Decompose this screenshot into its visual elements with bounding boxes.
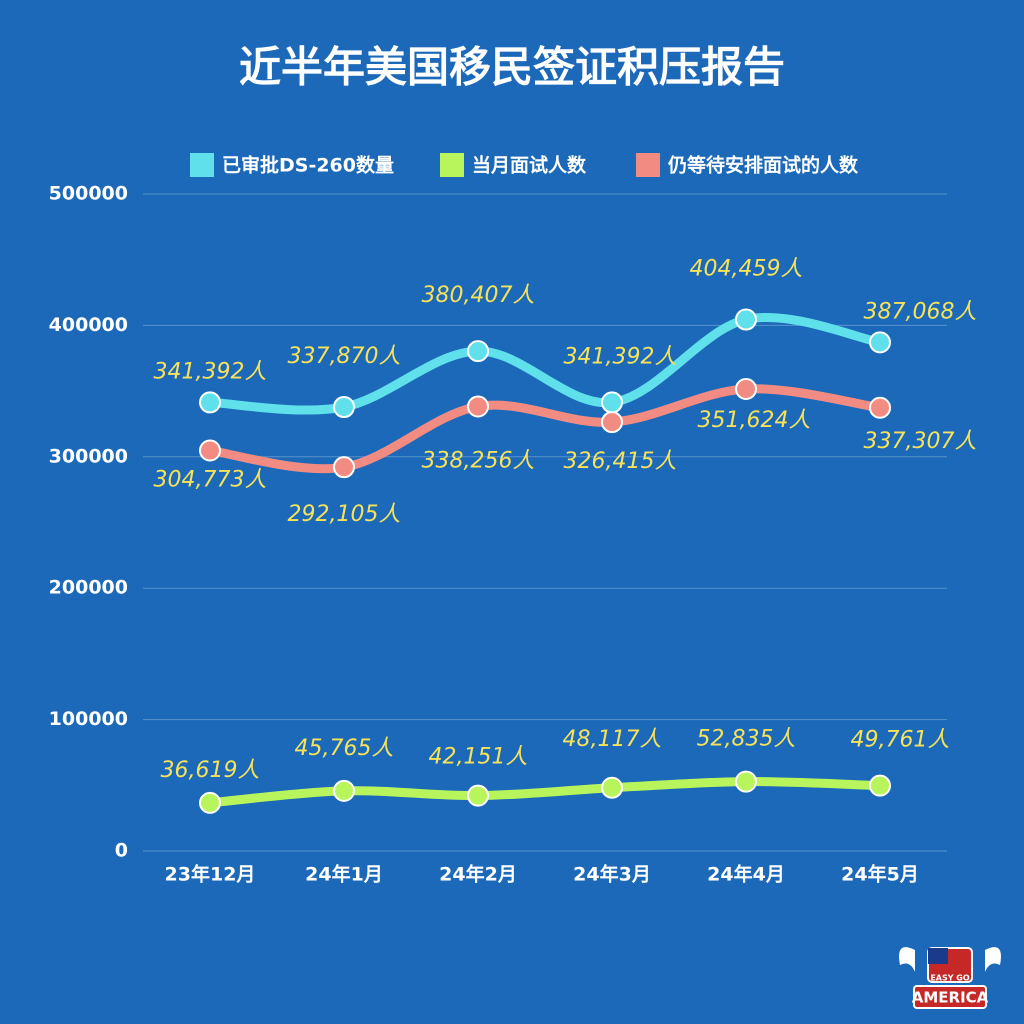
x-tick-label: 24年2月 [439,863,517,886]
series-line [205,777,885,808]
logo-banner [913,985,987,1009]
data-label: 351,624人 [698,408,811,433]
legend-swatch [440,153,464,177]
legend-label: 当月面试人数 [472,154,587,177]
data-label: 338,256人 [422,449,535,474]
y-tick-label: 200000 [49,577,128,599]
legend-label: 已审批DS-260数量 [222,154,394,177]
data-point [467,340,489,363]
data-label: 387,068人 [864,299,977,324]
series-line [205,384,885,474]
x-tick-label: 23年12月 [165,863,256,886]
y-tick-label: 300000 [49,445,128,467]
chart-title: 近半年美国移民签证积压报告 [239,43,785,92]
data-point [467,784,489,807]
data-point [199,791,221,814]
data-point [735,308,757,331]
x-tick-label: 24年3月 [573,863,651,886]
logo: EASY GO AMERICA [899,947,1001,1009]
legend-swatch [190,153,214,177]
data-point [869,331,891,354]
data-label: 326,415人 [564,449,677,474]
logo-wings [899,947,1001,972]
y-tick-label: 400000 [49,314,128,336]
data-point [735,770,757,793]
logo-flag-canton [928,948,948,964]
data-label: 45,765人 [295,736,394,761]
data-label: 304,773人 [154,468,267,493]
y-tick-label: 500000 [49,183,128,205]
data-label: 52,835人 [697,727,796,752]
y-tick-label: 0 [115,840,128,862]
data-point [199,439,221,462]
data-label: 49,761人 [851,728,950,753]
data-point [601,391,623,414]
logo-top-text: EASY GO [930,974,970,983]
data-label: 341,392人 [154,359,267,384]
data-point [601,411,623,434]
data-label: 404,459人 [690,257,803,282]
legend-swatch [636,153,660,177]
data-label: 341,392人 [564,344,677,369]
data-label: 337,870人 [288,344,401,369]
data-point [333,396,355,419]
data-point [333,456,355,479]
x-tick-label: 24年5月 [841,863,919,886]
legend-label: 仍等待安排面试的人数 [668,154,859,177]
data-point [735,377,757,400]
data-point [869,774,891,797]
data-label: 380,407人 [422,283,535,308]
y-tick-label: 100000 [49,708,128,730]
logo-bottom-text: AMERICA [912,989,989,1007]
data-point [601,776,623,799]
data-label: 292,105人 [288,502,401,527]
x-tick-label: 24年1月 [305,863,383,886]
data-point [199,391,221,414]
data-label: 337,307人 [864,429,977,454]
data-point [869,396,891,419]
data-label: 48,117人 [563,727,662,752]
data-point [467,395,489,418]
data-label: 36,619人 [161,758,260,783]
data-label: 42,151人 [429,745,528,770]
data-point [333,779,355,802]
x-tick-label: 24年4月 [707,863,785,886]
